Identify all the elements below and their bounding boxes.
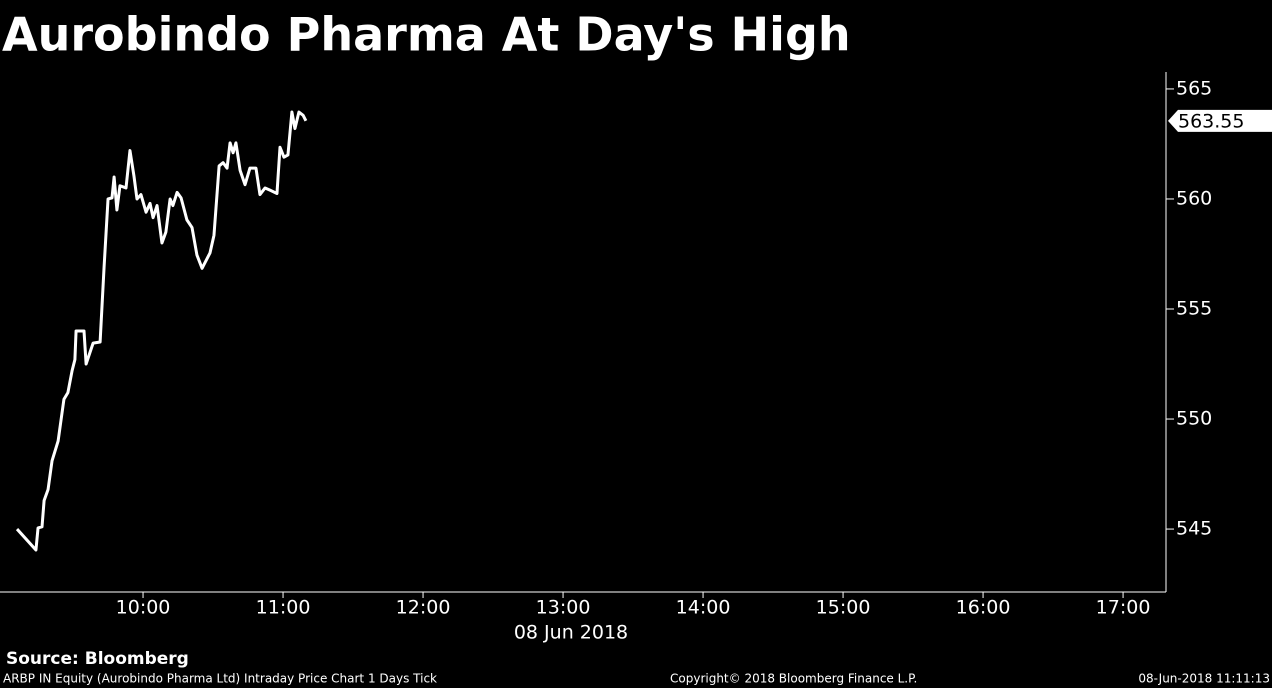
x-tick-label: 13:00 — [536, 597, 591, 619]
x-tick-label: 15:00 — [816, 597, 871, 619]
x-tick-label: 11:00 — [256, 597, 311, 619]
y-tick-label: 545 — [1176, 518, 1212, 540]
x-tick-label: 17:00 — [1096, 597, 1151, 619]
x-tick-label: 14:00 — [676, 597, 731, 619]
x-axis-label: 08 Jun 2018 — [514, 622, 628, 644]
y-tick-label: 560 — [1176, 187, 1212, 209]
x-tick-label: 12:00 — [396, 597, 451, 619]
price-line — [15, 110, 308, 552]
footer-left: ARBP IN Equity (Aurobindo Pharma Ltd) In… — [3, 672, 437, 686]
y-tick-label: 550 — [1176, 408, 1212, 430]
y-tick-label: 555 — [1176, 298, 1212, 320]
chart-title: Aurobindo Pharma At Day's High — [2, 8, 851, 62]
x-tick-label: 16:00 — [956, 597, 1011, 619]
x-tick-label: 10:00 — [116, 597, 171, 619]
source: Source: Bloomberg — [6, 649, 189, 669]
last-price-box — [1168, 109, 1272, 132]
y-tick-label: 565 — [1176, 77, 1212, 99]
footer-center: Copyright© 2018 Bloomberg Finance L.P. — [670, 672, 917, 686]
footer-right: 08-Jun-2018 11:11:13 — [1138, 672, 1270, 686]
last-price-label: 563.55 — [1178, 110, 1244, 132]
